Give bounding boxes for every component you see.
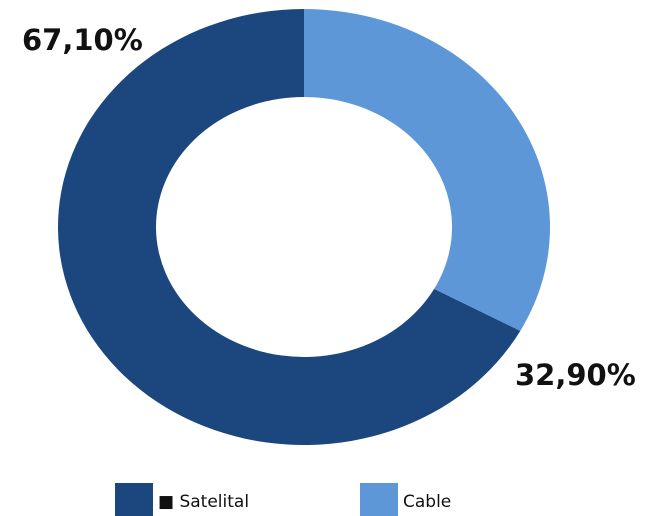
slice-label-satelital: 67,10% [22, 23, 143, 57]
legend-swatch-cable [360, 483, 398, 516]
donut-slices [57, 9, 551, 446]
slice-cable [304, 9, 551, 331]
slice-label-cable: 32,90% [515, 358, 636, 392]
legend: ■ Satelital Cable [115, 483, 451, 516]
legend-swatch-satelital [115, 483, 153, 516]
legend-label-satelital: ■ Satelital [158, 492, 249, 512]
legend-label-cable: Cable [403, 492, 451, 512]
slice-satelital [57, 9, 521, 446]
